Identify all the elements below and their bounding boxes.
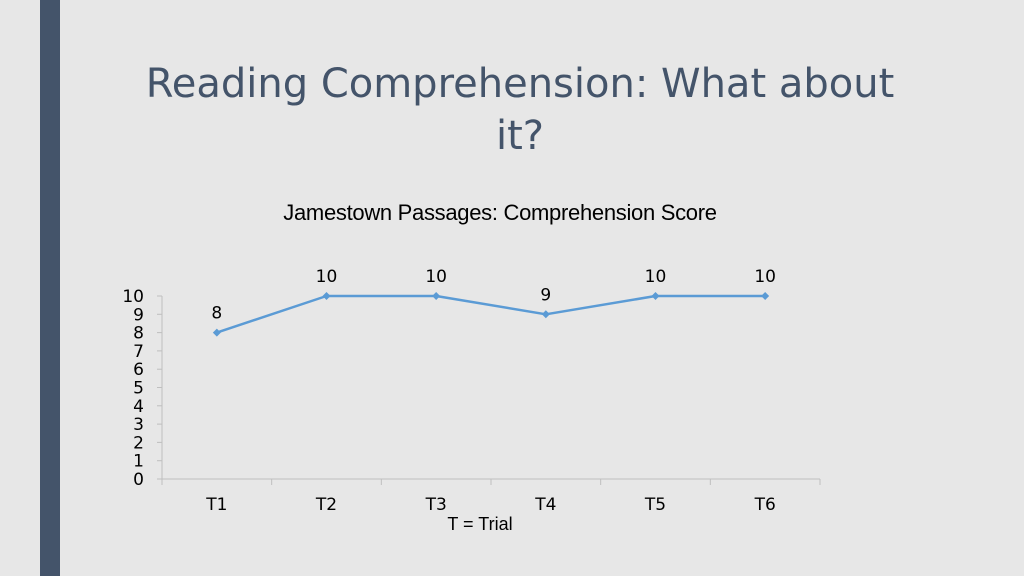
y-tick-label: 1 (133, 452, 144, 472)
x-axis-title: T = Trial (447, 514, 513, 534)
y-tick-label: 6 (133, 360, 144, 380)
data-point-marker (541, 310, 550, 319)
data-point-marker (432, 292, 441, 300)
data-label: 8 (211, 304, 222, 324)
data-labels: 8 10 10 9 10 10 (211, 267, 776, 324)
data-label: 9 (540, 285, 551, 305)
series-primary (212, 292, 770, 337)
series-line (216, 294, 766, 334)
x-tick-label: T5 (644, 495, 666, 515)
y-tick-label: 7 (133, 342, 144, 362)
data-point-marker (322, 292, 331, 300)
x-tick-label: T3 (425, 495, 447, 515)
side-accent-bar (40, 0, 60, 576)
x-tick-label: T1 (205, 495, 227, 515)
y-tick-label: 3 (133, 415, 144, 435)
data-label: 10 (754, 267, 776, 287)
y-tick-label: 2 (133, 433, 144, 453)
slide-title: Reading Comprehension: What about it? (145, 61, 895, 159)
chart-title: Jamestown Passages: Comprehension Score (283, 200, 717, 225)
data-point-marker (212, 328, 221, 337)
y-tick-label: 9 (133, 305, 144, 325)
data-label: 10 (425, 267, 447, 287)
y-tick-label: 8 (133, 324, 144, 344)
x-tick-label: T2 (315, 495, 337, 515)
y-tick-label: 10 (122, 287, 144, 307)
data-point-marker (651, 292, 660, 300)
y-tick-label: 0 (133, 470, 144, 490)
x-tick-label: T6 (754, 495, 776, 515)
x-axis: T1 T2 T3 T4 T5 T6 (161, 478, 821, 515)
y-tick-label: 4 (133, 397, 144, 417)
data-point-marker (761, 292, 770, 300)
x-tick-label: T4 (534, 495, 556, 515)
y-tick-label: 5 (133, 379, 144, 399)
data-label: 10 (645, 267, 667, 287)
data-label: 10 (316, 267, 338, 287)
